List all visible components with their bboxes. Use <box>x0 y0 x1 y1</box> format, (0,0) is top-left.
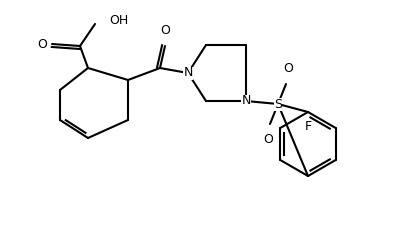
Text: O: O <box>160 24 170 37</box>
Text: F: F <box>304 120 312 133</box>
Text: OH: OH <box>109 15 128 28</box>
Text: N: N <box>183 66 193 79</box>
Text: O: O <box>263 133 273 146</box>
Text: O: O <box>283 62 293 75</box>
Text: S: S <box>274 98 282 110</box>
Text: O: O <box>37 38 47 50</box>
Text: N: N <box>241 94 251 108</box>
